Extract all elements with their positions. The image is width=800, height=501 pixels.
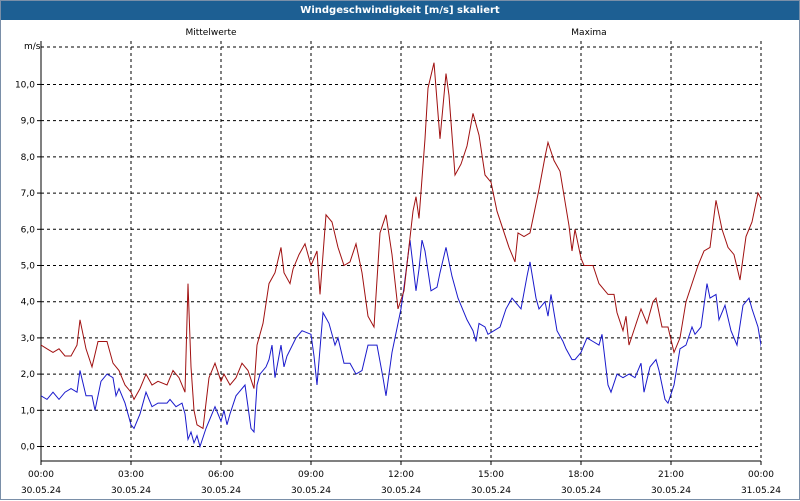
series-line-maxima bbox=[41, 62, 761, 430]
legend-maxima: Maxima bbox=[571, 28, 606, 38]
x-tick-time-label: 18:00 bbox=[568, 470, 594, 480]
x-tick-time-label: 21:00 bbox=[658, 470, 684, 480]
x-tick-date-label: 30.05.24 bbox=[651, 486, 691, 496]
x-tick-time-label: 00:00 bbox=[28, 470, 54, 480]
series-lines bbox=[41, 62, 761, 449]
x-tick-date-label: 30.05.24 bbox=[111, 486, 151, 496]
x-tick-date-label: 31.05.24 bbox=[741, 486, 781, 496]
y-tick-label: 2,0 bbox=[21, 370, 36, 380]
x-tick-date-label: 30.05.24 bbox=[561, 486, 601, 496]
y-tick-label: 4,0 bbox=[21, 298, 36, 308]
y-axis-unit-label: m/s bbox=[24, 42, 41, 52]
y-tick-label: 5,0 bbox=[21, 261, 36, 271]
y-tick-label: 3,0 bbox=[21, 334, 36, 344]
y-tick-label: 0,0 bbox=[21, 443, 36, 453]
x-tick-date-label: 30.05.24 bbox=[381, 486, 421, 496]
x-tick-date-label: 30.05.24 bbox=[201, 486, 241, 496]
y-tick-label: 1,0 bbox=[21, 406, 36, 416]
x-tick-date-label: 30.05.24 bbox=[21, 486, 61, 496]
x-tick-time-label: 03:00 bbox=[118, 470, 144, 480]
x-tick-time-label: 09:00 bbox=[298, 470, 324, 480]
y-tick-label: 8,0 bbox=[21, 153, 36, 163]
y-tick-label: 10,0 bbox=[15, 80, 35, 90]
window-title: Windgeschwindigkeit [m/s] skaliert bbox=[1, 1, 799, 20]
x-tick-time-label: 00:00 bbox=[748, 470, 774, 480]
grid bbox=[40, 41, 762, 461]
tick-labels: 0,0 1,0 2,0 3,0 4,0 5,0 6,0 7,0 8,0 9,0 10,0 00:00 3… bbox=[15, 80, 781, 496]
x-tick-date-label: 30.05.24 bbox=[471, 486, 511, 496]
y-tick-label: 7,0 bbox=[21, 189, 36, 199]
series-line-mittelwerte bbox=[41, 239, 761, 449]
y-tick-label: 6,0 bbox=[21, 225, 36, 235]
x-tick-date-label: 30.05.24 bbox=[291, 486, 331, 496]
y-tick-label: 9,0 bbox=[21, 117, 36, 127]
legend-mittelwerte: Mittelwerte bbox=[185, 28, 236, 38]
x-tick-time-label: 15:00 bbox=[478, 470, 504, 480]
axes bbox=[37, 41, 762, 465]
x-tick-time-label: 06:00 bbox=[208, 470, 234, 480]
x-tick-time-label: 12:00 bbox=[388, 470, 414, 480]
